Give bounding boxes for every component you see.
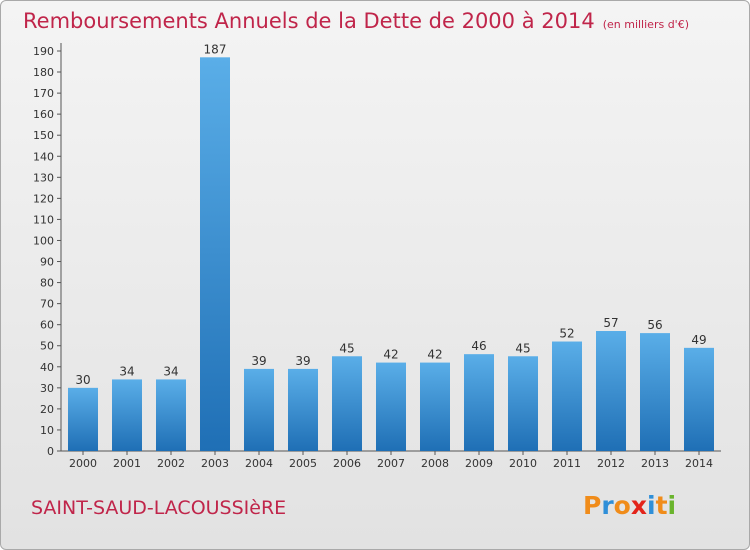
bar-value-label: 45	[339, 341, 354, 355]
y-tick-label: 60	[40, 319, 54, 332]
bar	[684, 347, 714, 451]
y-tick-label: 150	[33, 129, 54, 142]
x-tick-label: 2011	[553, 457, 581, 470]
bar	[464, 354, 494, 451]
chart-title: Remboursements Annuels de la Dette de 20…	[23, 9, 689, 33]
bar-value-label: 34	[163, 364, 178, 378]
y-tick-label: 190	[33, 45, 54, 58]
bar	[420, 362, 450, 451]
bar-value-label: 42	[383, 348, 398, 362]
logo-letter: i	[667, 491, 677, 520]
x-tick-label: 2010	[509, 457, 537, 470]
bar	[68, 387, 98, 451]
y-tick-label: 170	[33, 87, 54, 100]
bar	[640, 333, 670, 451]
bar	[508, 356, 538, 451]
bar	[200, 57, 230, 451]
bar	[288, 368, 318, 451]
y-tick-label: 100	[33, 234, 54, 247]
logo-letter: i	[647, 491, 656, 520]
bar-value-label: 49	[691, 333, 706, 347]
y-tick-label: 80	[40, 277, 54, 290]
y-tick-label: 40	[40, 361, 54, 374]
title-text: Remboursements Annuels de la Dette de 20…	[23, 9, 595, 33]
proxiti-logo: Proxiti	[583, 491, 676, 520]
bar-value-label: 57	[603, 316, 618, 330]
y-tick-label: 30	[40, 382, 54, 395]
bar-value-label: 39	[295, 354, 310, 368]
logo-letter: t	[655, 491, 668, 520]
y-tick-label: 70	[40, 298, 54, 311]
bar-value-label: 30	[75, 373, 90, 387]
bar	[156, 379, 186, 451]
y-tick-label: 0	[47, 445, 54, 458]
bar-value-label: 187	[204, 42, 227, 56]
bar-value-label: 52	[559, 327, 574, 341]
unit-label: (en milliers d'€)	[602, 18, 689, 31]
bar-value-label: 45	[515, 341, 530, 355]
bar	[332, 356, 362, 451]
x-tick-label: 2005	[289, 457, 317, 470]
y-tick-label: 10	[40, 424, 54, 437]
x-tick-label: 2008	[421, 457, 449, 470]
bar-value-label: 46	[471, 339, 486, 353]
y-tick-label: 20	[40, 403, 54, 416]
y-tick-label: 110	[33, 213, 54, 226]
bar	[112, 379, 142, 451]
logo-letter: P	[583, 491, 602, 520]
x-tick-label: 2012	[597, 457, 625, 470]
x-tick-label: 2006	[333, 457, 361, 470]
x-tick-label: 2000	[69, 457, 97, 470]
x-tick-label: 2004	[245, 457, 273, 470]
bar	[596, 331, 626, 451]
x-tick-label: 2002	[157, 457, 185, 470]
y-tick-label: 180	[33, 66, 54, 79]
bar-value-label: 34	[119, 364, 134, 378]
logo-letter: r	[601, 491, 614, 520]
logo-letter: x	[630, 491, 647, 520]
bar-value-label: 42	[427, 348, 442, 362]
y-tick-label: 90	[40, 256, 54, 269]
municipality-name: SAINT-SAUD-LACOUSSIèRE	[31, 497, 287, 519]
y-tick-label: 140	[33, 150, 54, 163]
bar	[376, 362, 406, 451]
bar	[552, 341, 582, 451]
x-tick-label: 2014	[685, 457, 713, 470]
y-tick-label: 50	[40, 340, 54, 353]
y-tick-label: 160	[33, 108, 54, 121]
y-tick-label: 130	[33, 171, 54, 184]
bar-value-label: 39	[251, 354, 266, 368]
x-tick-label: 2001	[113, 457, 141, 470]
y-tick-label: 120	[33, 192, 54, 205]
logo-letter: o	[613, 491, 631, 520]
x-tick-label: 2009	[465, 457, 493, 470]
bar-value-label: 56	[647, 318, 662, 332]
x-tick-label: 2003	[201, 457, 229, 470]
x-tick-label: 2013	[641, 457, 669, 470]
bar	[244, 368, 274, 451]
x-tick-label: 2007	[377, 457, 405, 470]
